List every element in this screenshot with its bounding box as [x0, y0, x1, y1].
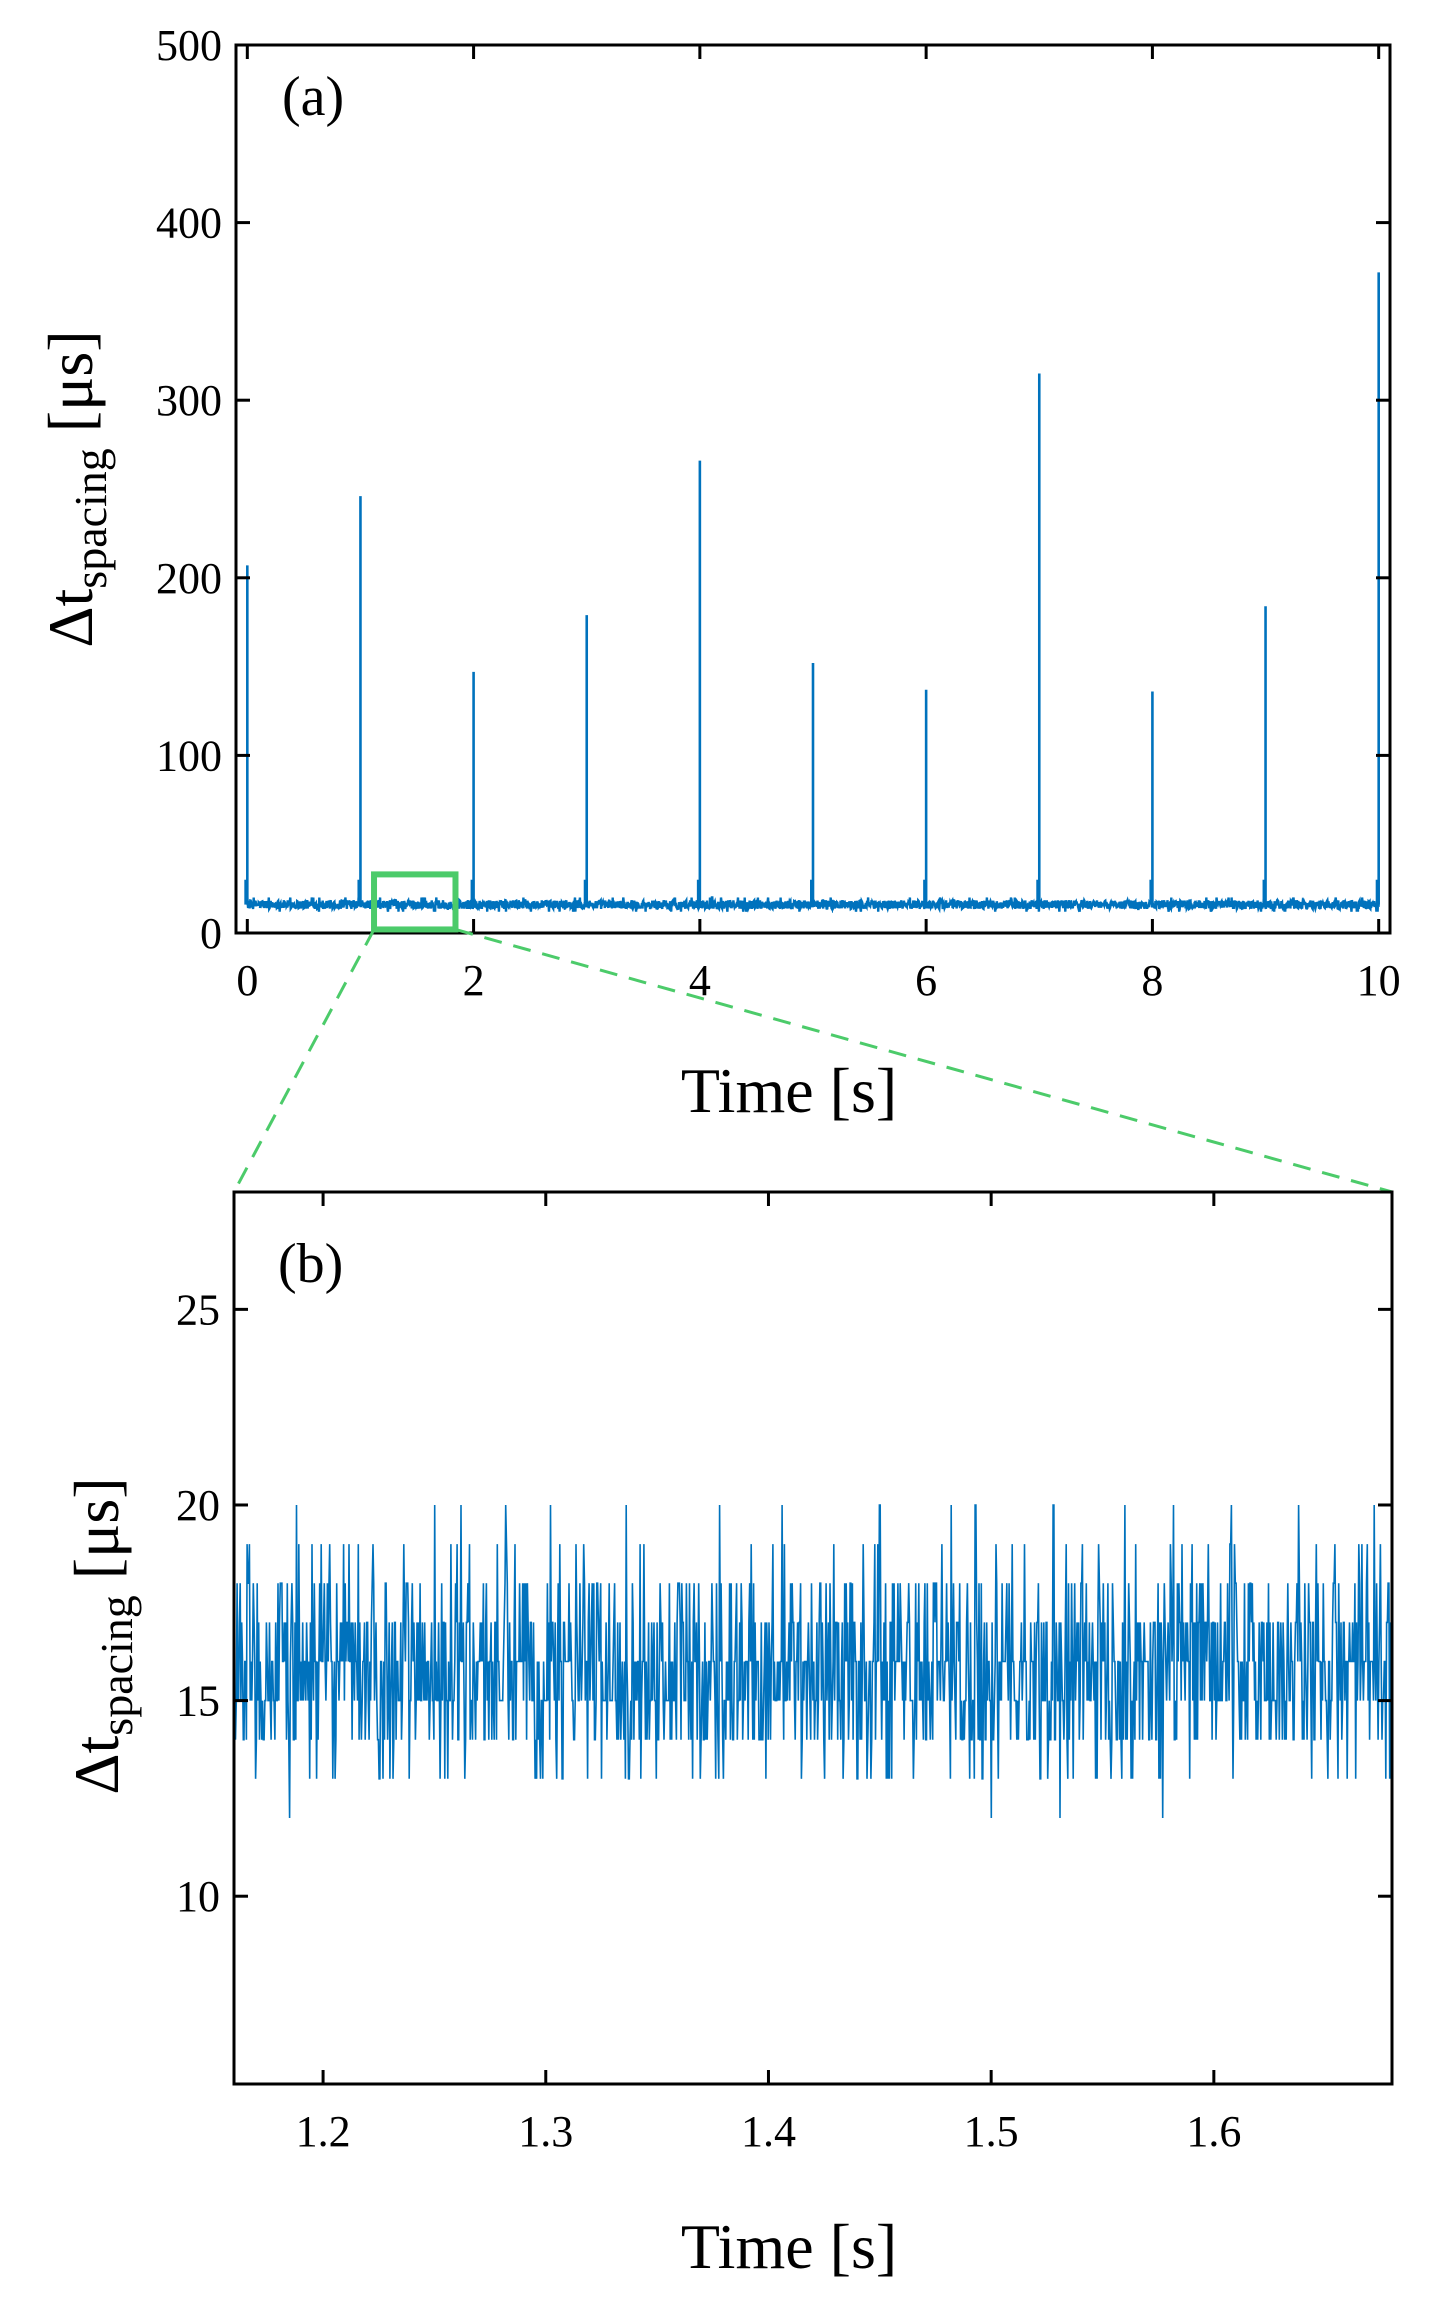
zoom-region-box: [371, 871, 459, 933]
panel-a-ytick-label: 200: [156, 554, 222, 603]
panel-a-ylabel-unit: [μs]: [35, 330, 106, 448]
panel-b-xlabel: Time [s]: [681, 2211, 897, 2282]
panel-b-xtick-label: 1.6: [1186, 2107, 1241, 2156]
panel-b-ylabel-unit: [μs]: [61, 1477, 132, 1595]
panel-b-xtick-label: 1.4: [741, 2107, 796, 2156]
panel-b-ylabel-subscript: spacing: [91, 1595, 142, 1736]
panel-a-xtick-label: 0: [236, 956, 258, 1005]
panel-a-ytick-label: 300: [156, 376, 222, 425]
panel-a-label: (a): [282, 66, 344, 128]
panel-b-tick-labels: 1.2 1.3 1.4 1.5 1.6 10 15 20 25: [176, 1285, 1241, 2156]
panel-b-ytick-label: 20: [176, 1481, 220, 1530]
panel-b-ticks: [234, 1192, 1392, 2084]
panel-a-xtick-label: 8: [1141, 956, 1163, 1005]
panel-a-ylabel-subscript: spacing: [65, 448, 116, 589]
panel-b-ylabel-base: Δt: [61, 1735, 132, 1794]
panel-b-xtick-label: 1.2: [296, 2107, 351, 2156]
panel-b-ylabel: Δtspacing [μs]: [61, 1477, 142, 1794]
zoom-connector-right: [455, 928, 1393, 1194]
panel-a-ylabel-base: Δt: [35, 588, 106, 647]
panel-a-xtick-label: 4: [689, 956, 711, 1005]
panel-b-xtick-label: 1.3: [518, 2107, 573, 2156]
panel-a-xtick-label: 10: [1357, 956, 1401, 1005]
panel-b-xtick-label: 1.5: [964, 2107, 1019, 2156]
panel-a-ytick-label: 100: [156, 731, 222, 780]
panel-a-xlabel: Time [s]: [681, 1055, 897, 1126]
panel-b-ytick-label: 25: [176, 1285, 220, 1334]
panel-a-ytick-label: 500: [156, 21, 222, 70]
panel-a-ylabel: Δtspacing [μs]: [35, 330, 116, 647]
panel-a-ytick-label: 0: [200, 909, 222, 958]
panel-b-series: [234, 1504, 1393, 1819]
panel-a-xtick-label: 6: [915, 956, 937, 1005]
panel-b-label: (b): [278, 1233, 343, 1295]
panel-b-axes-box: [232, 1190, 1394, 2086]
panel-b: 1.2 1.3 1.4 1.5 1.6 10 15 20 25 (b) Time [s] Δts…: [61, 1190, 1394, 2282]
zoom-connector-left: [232, 928, 376, 1193]
panel-a-ytick-label: 400: [156, 199, 222, 248]
panel-a-series: [244, 272, 1380, 914]
panel-b-series-line: [234, 1504, 1393, 1819]
panel-a-axes-box: [234, 43, 1392, 935]
panel-a-xtick-label: 2: [463, 956, 485, 1005]
panel-b-ytick-label: 10: [176, 1872, 220, 1921]
panel-b-ytick-label: 15: [176, 1677, 220, 1726]
